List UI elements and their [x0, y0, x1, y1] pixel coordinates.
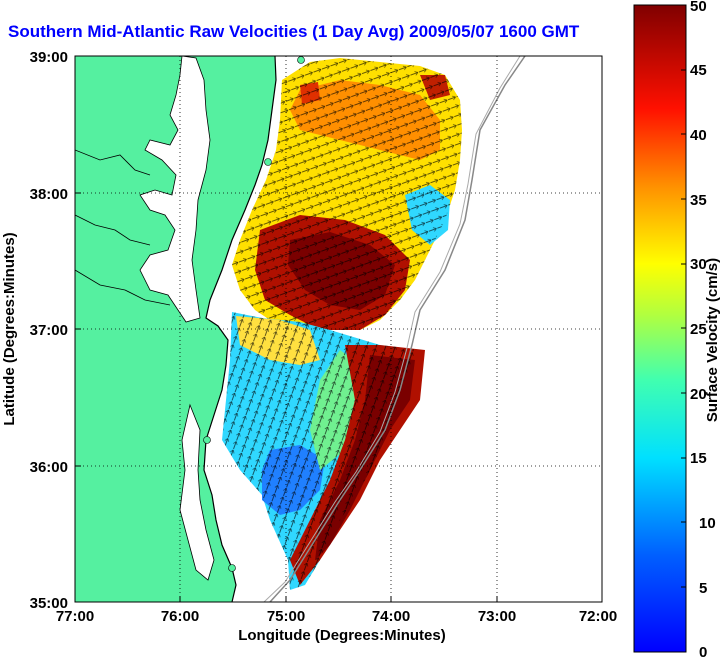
- colorbar-tick-label: 50: [690, 0, 707, 15]
- x-tick-label: 74:00: [372, 608, 410, 625]
- y-tick-label: 39:00: [30, 49, 68, 66]
- y-tick-label: 37:00: [30, 322, 68, 339]
- colorbar-label: Surface Velocity (cm/s): [704, 258, 721, 422]
- bathymetry-line-2: [263, 56, 521, 602]
- colorbar: [633, 4, 687, 653]
- coastline: [203, 56, 277, 602]
- bathymetry-line-1: [269, 56, 526, 602]
- x-tick-label: 72:00: [579, 608, 617, 625]
- y-axis-label: Latitude (Degrees:Minutes): [1, 232, 18, 425]
- colorbar-tick-label: 40: [690, 127, 707, 144]
- colorbar-ticks: [681, 69, 686, 588]
- colorbar-tick-label: 20: [690, 386, 707, 403]
- colorbar-tick-label: 15: [690, 450, 707, 467]
- x-tick-label: 75:00: [267, 608, 305, 625]
- colorbar-tick-label: 5: [699, 580, 707, 597]
- chesapeake-bay: [139, 56, 211, 323]
- x-axis-label: Longitude (Degrees:Minutes): [238, 627, 446, 644]
- radar-site-marker: [297, 56, 305, 64]
- colorbar-tick-label: 45: [690, 62, 707, 79]
- grid-lines: [75, 56, 602, 602]
- colorbar-tick-label: 10: [699, 515, 716, 532]
- axis-ticks: [75, 192, 498, 602]
- y-tick-label: 36:00: [30, 459, 68, 476]
- radar-site-marker: [228, 564, 236, 572]
- velocity-arrows-south: [222, 312, 420, 590]
- y-tick-label: 38:00: [30, 186, 68, 203]
- river-2: [75, 214, 151, 246]
- x-tick-label: 76:00: [161, 608, 199, 625]
- colorbar-tick-label: 25: [690, 321, 707, 338]
- velocity-arrows-north: [232, 58, 462, 330]
- radar-site-marker: [264, 158, 272, 166]
- x-tick-label: 73:00: [478, 608, 516, 625]
- radar-site-marker: [203, 436, 211, 444]
- sound-inlet: [179, 403, 215, 581]
- colorbar-tick-label: 35: [690, 192, 707, 209]
- x-tick-label: 77:00: [56, 608, 94, 625]
- colorbar-tick-label: 0: [699, 644, 707, 659]
- river-1: [75, 149, 151, 176]
- river-3: [75, 269, 171, 306]
- y-tick-label: 35:00: [30, 595, 68, 612]
- map-title: Southern Mid-Atlantic Raw Velocities (1 …: [8, 22, 580, 41]
- colorbar-tick-label: 30: [690, 256, 707, 273]
